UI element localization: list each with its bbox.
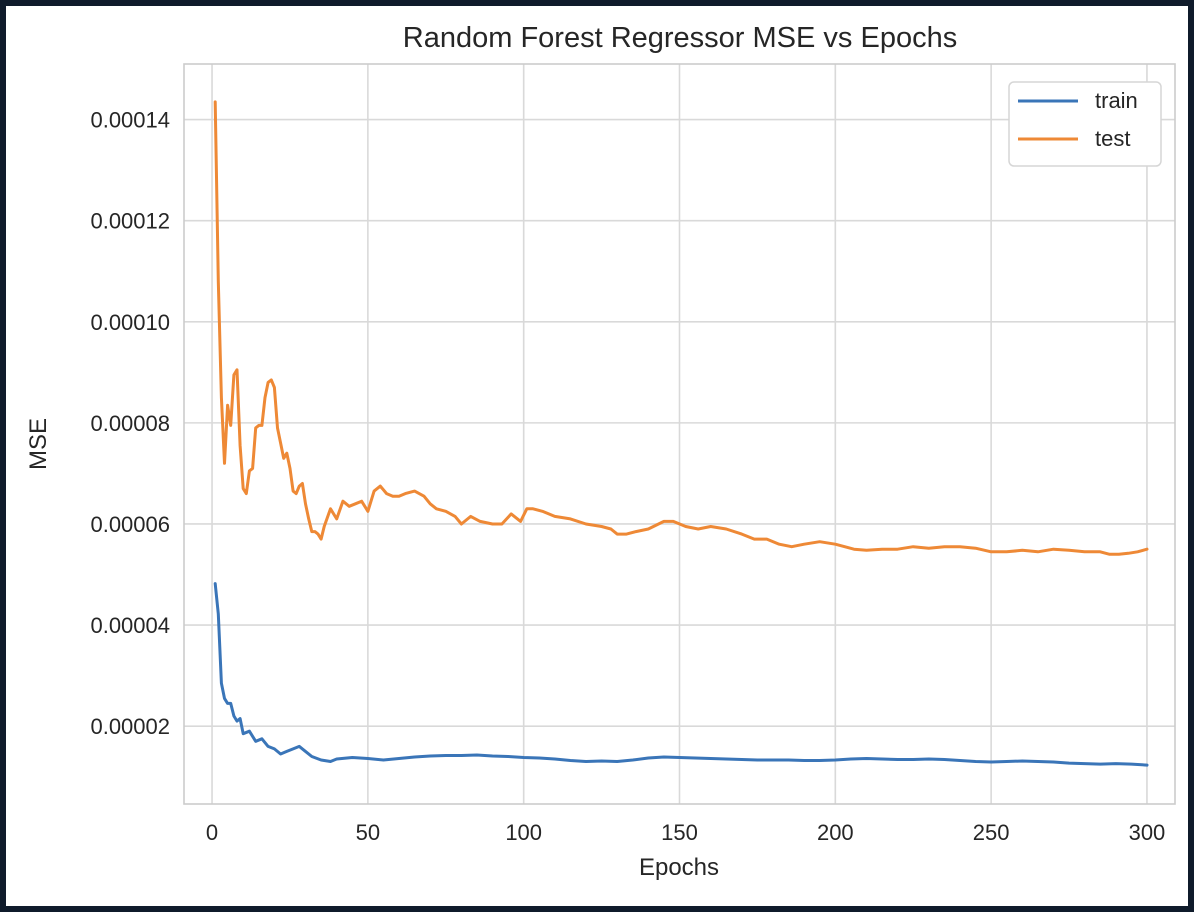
- x-tick-label: 200: [817, 820, 854, 845]
- y-tick-label: 0.00004: [90, 613, 170, 638]
- x-axis-ticks: 0 50 100 150 200 250 300: [206, 820, 1165, 845]
- series-layer: [213, 100, 1149, 767]
- grid-lines: [184, 64, 1175, 804]
- x-tick-label: 150: [661, 820, 698, 845]
- x-tick-label: 50: [356, 820, 380, 845]
- y-tick-label: 0.00012: [90, 209, 170, 234]
- y-axis-label: MSE: [25, 418, 52, 470]
- y-tick-label: 0.00006: [90, 512, 170, 537]
- legend-box: [1008, 81, 1162, 167]
- legend-label-train: train: [1095, 88, 1138, 113]
- x-tick-label: 100: [505, 820, 542, 845]
- plot-area: [183, 63, 1176, 805]
- y-tick-label: 0.00002: [90, 714, 170, 739]
- x-tick-label: 0: [206, 820, 218, 845]
- legend-label-test: test: [1095, 126, 1130, 151]
- legend: train test: [1008, 81, 1162, 167]
- series-line-train: [213, 582, 1149, 767]
- y-tick-label: 0.00010: [90, 310, 170, 335]
- y-tick-label: 0.00014: [90, 108, 170, 133]
- series-line-test: [213, 100, 1149, 556]
- x-tick-label: 300: [1129, 820, 1166, 845]
- x-tick-label: 250: [973, 820, 1010, 845]
- y-tick-label: 0.00008: [90, 411, 170, 436]
- chart-title: Random Forest Regressor MSE vs Epochs: [403, 22, 957, 54]
- y-axis-ticks: 0.00002 0.00004 0.00006 0.00008 0.00010 0.000…: [90, 108, 170, 740]
- x-axis-label: Epochs: [639, 854, 719, 881]
